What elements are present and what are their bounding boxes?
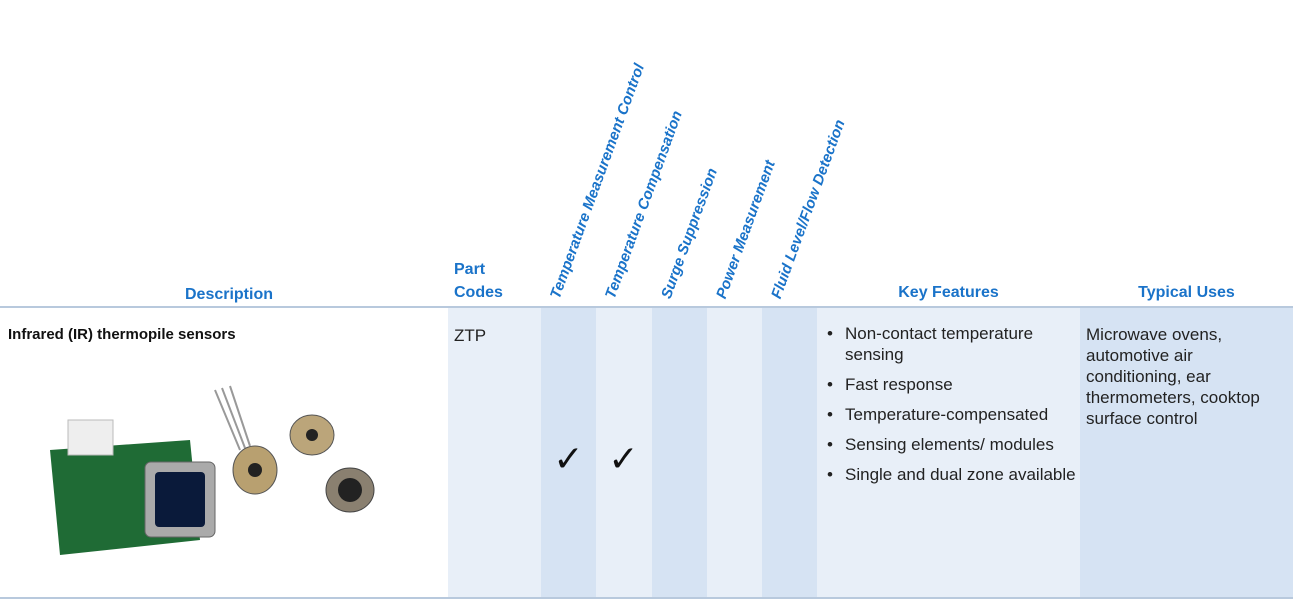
uses-col-bg bbox=[1080, 308, 1293, 598]
feature-item: Non-contact temperature sensing bbox=[825, 323, 1077, 365]
app-col-bg bbox=[762, 308, 817, 598]
header-rule bbox=[0, 306, 1293, 308]
app-col-bg bbox=[541, 308, 596, 598]
header-key-features: Key Features bbox=[898, 284, 999, 301]
header-part-codes: Part Codes bbox=[454, 261, 503, 301]
feature-item: Single and dual zone available bbox=[825, 464, 1077, 485]
row-description: Infrared (IR) thermopile sensors bbox=[8, 326, 236, 343]
check-mark: ✓ bbox=[608, 438, 639, 479]
header-application: Fluid Level/Flow Detection bbox=[768, 117, 849, 301]
feature-item: Sensing elements/ modules bbox=[825, 434, 1077, 455]
header-description: Description bbox=[184, 286, 273, 303]
header-application: Surge Suppression bbox=[658, 165, 722, 301]
features-list: Non-contact temperature sensing Fast resp… bbox=[825, 323, 1077, 494]
app-col-bg bbox=[652, 308, 707, 598]
part-col-bg bbox=[448, 308, 541, 598]
row-typical-uses: Microwave ovens, automotive air conditio… bbox=[1086, 325, 1260, 428]
header-application: Temperature Measurement Control bbox=[547, 61, 649, 302]
app-col-bg bbox=[596, 308, 652, 598]
app-col-bg bbox=[707, 308, 762, 598]
product-image bbox=[50, 385, 375, 555]
row-part-code: ZTP bbox=[454, 326, 487, 345]
bottom-rule bbox=[0, 597, 1293, 599]
feature-item: Temperature-compensated bbox=[825, 404, 1077, 425]
header-application: Power Measurement bbox=[713, 158, 779, 301]
feature-item: Fast response bbox=[825, 374, 1077, 395]
check-mark: ✓ bbox=[553, 438, 584, 479]
header-typical-uses: Typical Uses bbox=[1138, 284, 1235, 301]
